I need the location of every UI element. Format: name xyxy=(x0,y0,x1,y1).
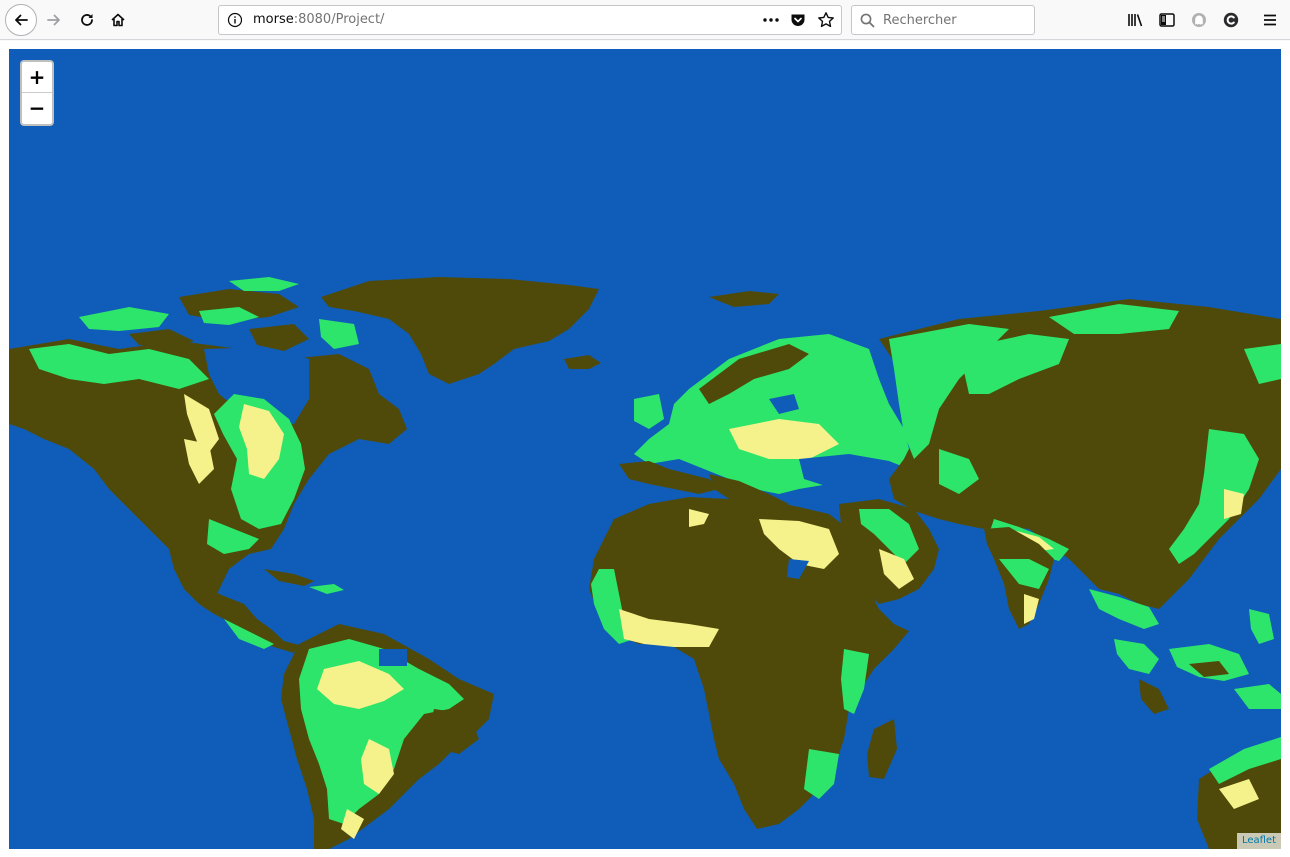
star-icon[interactable] xyxy=(817,11,835,29)
south-america xyxy=(281,624,494,849)
library-icon[interactable] xyxy=(1121,6,1149,34)
central-america xyxy=(169,549,344,653)
extension-c-icon[interactable] xyxy=(1217,6,1245,34)
sidebar-icon[interactable] xyxy=(1153,6,1181,34)
search-icon xyxy=(860,13,875,28)
browser-toolbar: morse:8080/Project/ xyxy=(0,0,1290,40)
forward-arrow-icon[interactable] xyxy=(40,6,68,34)
greenland xyxy=(321,277,599,384)
leaflet-map[interactable]: + − Leaflet xyxy=(9,49,1281,849)
search-bar[interactable] xyxy=(851,5,1035,35)
search-input[interactable] xyxy=(883,7,1028,33)
hamburger-menu-icon[interactable] xyxy=(1256,6,1284,34)
africa xyxy=(589,497,909,829)
iceland xyxy=(564,355,601,369)
ghostery-icon[interactable] xyxy=(1185,6,1213,34)
url-path: :8080/Project/ xyxy=(293,12,385,27)
back-arrow-icon[interactable] xyxy=(5,4,37,36)
europe xyxy=(619,334,909,514)
elevation-world-map xyxy=(9,277,1281,849)
pocket-icon[interactable] xyxy=(789,11,807,29)
more-dots-icon[interactable] xyxy=(760,10,782,30)
reload-icon[interactable] xyxy=(73,6,101,34)
australia xyxy=(1197,737,1281,849)
svalbard xyxy=(709,291,779,307)
southeast-asia xyxy=(1114,609,1281,714)
url-bar[interactable]: morse:8080/Project/ xyxy=(218,5,842,35)
arctic-islands xyxy=(79,277,359,351)
page-content: + − Leaflet xyxy=(0,41,1290,857)
url-text[interactable]: morse:8080/Project/ xyxy=(253,12,384,27)
asia xyxy=(879,299,1281,629)
zoom-control: + − xyxy=(20,60,54,126)
zoom-in-button[interactable]: + xyxy=(22,62,52,93)
zoom-out-button[interactable]: − xyxy=(28,96,46,120)
info-icon[interactable] xyxy=(227,12,243,28)
madagascar xyxy=(867,719,897,779)
leaflet-attribution-link[interactable]: Leaflet xyxy=(1236,833,1281,849)
north-america xyxy=(9,339,407,644)
home-icon[interactable] xyxy=(104,6,132,34)
url-host: morse xyxy=(253,12,294,27)
